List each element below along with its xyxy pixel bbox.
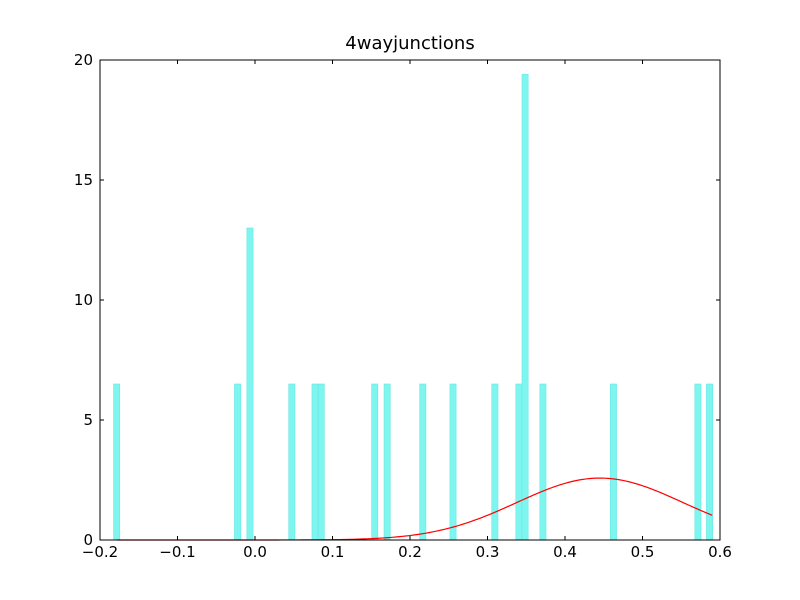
histogram-bar: [706, 383, 713, 541]
histogram-bar: [610, 383, 617, 541]
x-tick-label: 0.6: [708, 543, 732, 561]
histogram-bar: [113, 383, 121, 541]
x-tick-label: 0.0: [243, 543, 267, 561]
histogram-bar: [234, 383, 241, 541]
x-tick-label: −0.2: [82, 543, 118, 561]
y-tick-label: 15: [74, 171, 93, 189]
histogram-bar: [383, 383, 391, 541]
histogram-bar: [694, 383, 702, 541]
chart-title: 4wayjunctions: [345, 33, 474, 54]
histogram-bar: [449, 383, 457, 541]
y-tick-label: 5: [83, 411, 93, 429]
x-tick-label: 0.2: [398, 543, 422, 561]
x-axis: −0.2 −0.1 0.0 0.1 0.2 0.3 0.4 0.5 0.6: [82, 60, 732, 561]
histogram-bar: [539, 383, 547, 541]
y-axis: 0 5 10 15 20: [74, 51, 720, 549]
histogram-bar: [317, 383, 325, 541]
histogram-bar: [515, 383, 523, 541]
y-tick-label: 10: [74, 291, 93, 309]
histogram-bar: [491, 383, 499, 541]
histogram-bar: [311, 383, 319, 541]
histogram-bar: [371, 383, 379, 541]
x-tick-label: 0.1: [321, 543, 345, 561]
histogram-bar: [246, 227, 254, 541]
x-tick-label: 0.5: [631, 543, 655, 561]
y-tick-label: 0: [83, 531, 93, 549]
x-tick-label: −0.1: [159, 543, 195, 561]
histogram-bar: [521, 74, 529, 541]
histogram-bar: [419, 383, 427, 541]
x-tick-label: 0.4: [553, 543, 577, 561]
histogram-bar: [288, 383, 296, 541]
plot-area: [100, 60, 720, 540]
y-tick-label: 20: [74, 51, 93, 69]
x-tick-label: 0.3: [476, 543, 500, 561]
